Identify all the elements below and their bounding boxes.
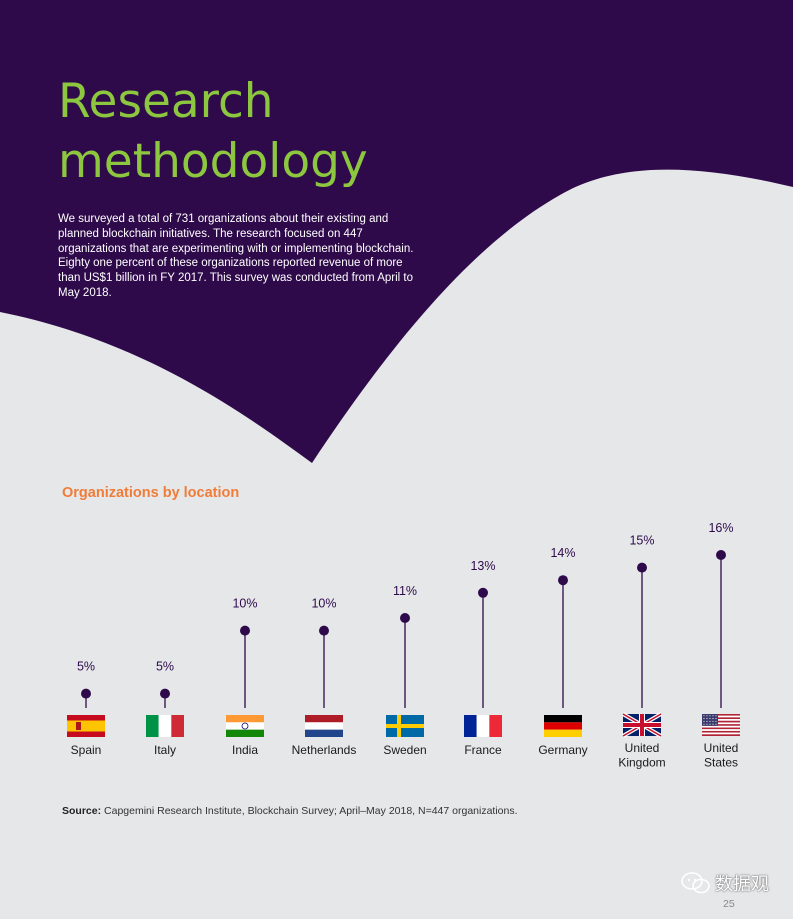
country-label: United — [625, 741, 660, 755]
germany-flag-icon — [544, 715, 582, 737]
lollipop-dot — [240, 625, 250, 636]
italy-flag-icon — [146, 715, 184, 737]
lollipop-italy: 5% Italy — [146, 660, 184, 757]
lollipop-dot — [558, 575, 568, 586]
source-text: Capgemini Research Institute, Blockchain… — [104, 805, 518, 817]
country-label: Sweden — [383, 743, 426, 757]
page-title: Research methodology — [58, 72, 478, 192]
country-label: States — [704, 756, 738, 770]
lollipop-germany: 14% Germany — [538, 546, 587, 757]
lollipop-netherlands: 10% Netherlands — [292, 597, 357, 757]
lollipop-dot — [637, 562, 647, 573]
spain-flag-icon — [67, 715, 105, 737]
title-line-1: Research — [58, 74, 274, 129]
country-label: United — [704, 741, 739, 755]
value-label: 5% — [77, 660, 95, 674]
country-label: Italy — [154, 743, 176, 757]
value-label: 13% — [470, 559, 495, 573]
country-label: Kingdom — [618, 756, 665, 770]
value-label: 16% — [708, 521, 733, 535]
page-number: 25 — [723, 898, 735, 910]
value-label: 14% — [550, 546, 575, 560]
source-note: Source: Capgemini Research Institute, Bl… — [62, 805, 518, 817]
lollipop-france: 13% France — [464, 559, 502, 757]
lollipop-sweden: 11% Sweden — [383, 584, 426, 757]
uk-flag-icon — [621, 712, 663, 738]
country-label: France — [464, 743, 502, 757]
value-label: 11% — [393, 584, 417, 598]
lollipop-dot — [160, 688, 170, 699]
intro-paragraph: We surveyed a total of 731 organizations… — [58, 213, 414, 299]
wechat-icon — [681, 872, 710, 894]
value-label: 5% — [156, 660, 174, 674]
chart-title: Organizations by location — [62, 485, 240, 501]
country-label: Spain — [71, 743, 102, 757]
lollipop-dot — [716, 550, 726, 560]
india-flag-icon — [226, 715, 264, 737]
lollipop-dot — [319, 625, 329, 636]
value-label: 15% — [629, 534, 654, 548]
netherlands-flag-icon — [305, 715, 343, 737]
value-label: 10% — [232, 597, 257, 611]
lollipop-dot — [478, 587, 488, 598]
lollipop-dot — [400, 613, 410, 623]
lollipop-india: 10% India — [226, 597, 264, 757]
watermark-text: 数据观 — [715, 874, 769, 894]
source-label: Source: — [62, 805, 102, 817]
lollipop-dot — [81, 688, 91, 699]
france-flag-icon — [464, 715, 502, 737]
value-label: 10% — [311, 597, 336, 611]
sweden-flag-icon — [386, 715, 424, 737]
usa-flag-icon — [702, 714, 740, 736]
watermark: 数据观 — [681, 870, 769, 896]
country-label: India — [232, 743, 258, 757]
title-line-2: methodology — [58, 134, 368, 189]
country-label: Netherlands — [292, 743, 357, 757]
lollipop-spain: 5% Spain — [67, 660, 105, 757]
country-label: Germany — [538, 743, 587, 757]
